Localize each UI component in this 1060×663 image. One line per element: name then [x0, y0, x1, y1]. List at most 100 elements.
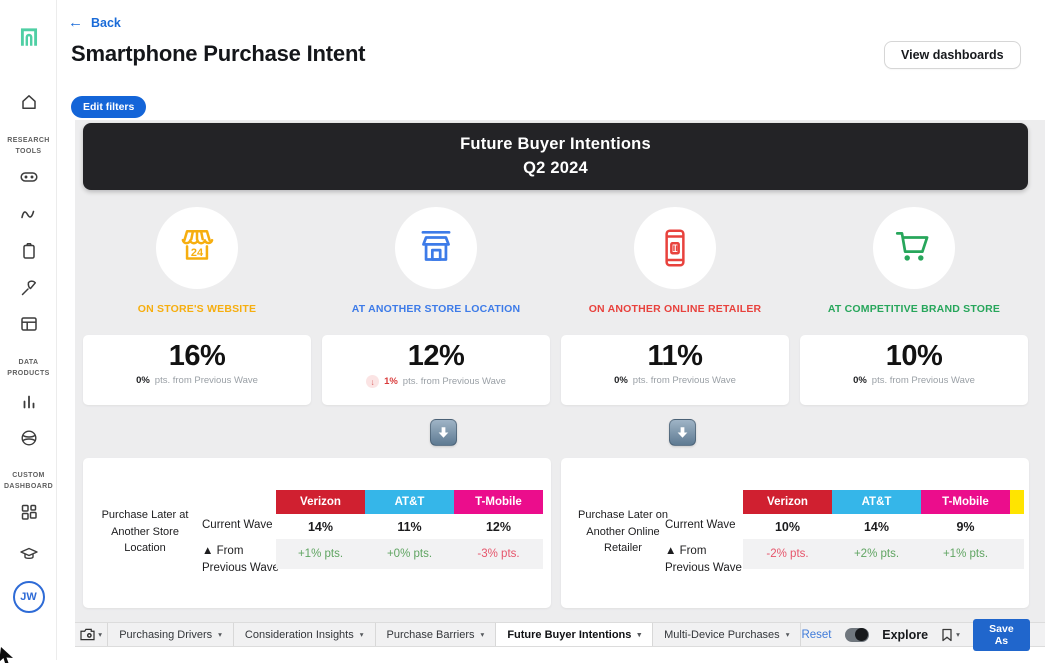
- brand-header: T-Mobile: [454, 490, 543, 514]
- delta-cell: +1% pts.: [921, 539, 1010, 569]
- tab-purchase-barriers[interactable]: Purchase Barriers ▾: [376, 623, 497, 646]
- current-value-cell: 11%: [397, 519, 422, 534]
- apps-grid-icon[interactable]: [19, 502, 39, 522]
- user-avatar[interactable]: JW: [12, 581, 45, 613]
- channel-label: ON STORE'S WEBSITE: [137, 303, 257, 315]
- tab-label: Multi-Device Purchases: [664, 628, 780, 641]
- home-icon[interactable]: [19, 92, 39, 112]
- back-label: Back: [91, 15, 121, 30]
- mouse-cursor-icon: [0, 645, 16, 663]
- tab-label: Future Buyer Intentions: [507, 628, 632, 641]
- metric-card-online-retailer: 11% 0% pts. from Previous Wave: [561, 335, 789, 405]
- banner-subtitle: Q2 2024: [523, 159, 588, 177]
- svg-text:24: 24: [191, 247, 204, 259]
- trend-wave-icon[interactable]: [19, 205, 39, 225]
- banner-title: Future Buyer Intentions: [460, 135, 651, 153]
- previous-wave-label: ▲ From Previous Wave: [665, 545, 742, 575]
- current-wave-label: Current Wave: [665, 519, 736, 531]
- clipboard-icon[interactable]: [19, 241, 39, 261]
- caret-down-icon: ▾: [956, 630, 960, 639]
- current-value-cell: 12%: [485, 519, 512, 534]
- current-value-cell: 14%: [863, 519, 890, 534]
- explore-toggle[interactable]: [844, 627, 870, 642]
- delta-cell: [1010, 539, 1024, 569]
- view-dashboards-button[interactable]: View dashboards: [884, 41, 1021, 69]
- snapshot-button[interactable]: ▾: [75, 623, 109, 646]
- brand-logo-icon[interactable]: [18, 26, 40, 48]
- current-value-cell: 10%: [774, 519, 801, 534]
- brand-header-clipped: [1010, 490, 1024, 514]
- down-delta-icon: ↓: [366, 375, 380, 388]
- audience-mask-icon[interactable]: [19, 167, 39, 187]
- brand-header: AT&T: [365, 490, 454, 514]
- delta-suffix: pts. from Previous Wave: [402, 376, 506, 387]
- edit-filters-button[interactable]: Edit filters: [71, 96, 147, 118]
- delta-value: 0%: [614, 375, 628, 386]
- toggle-knob: [855, 628, 869, 641]
- delta-cell: +2% pts.: [832, 539, 921, 569]
- reset-link[interactable]: Reset: [801, 628, 832, 641]
- dashboard-canvas: Future Buyer Intentions Q2 2024 24 ON ST…: [75, 120, 1045, 622]
- current-value-cell: [1010, 514, 1024, 539]
- current-value-cell: 9%: [956, 519, 975, 534]
- camera-icon: [80, 628, 95, 641]
- tab-future-buyer-intentions[interactable]: Future Buyer Intentions ▾: [496, 623, 654, 646]
- metric-value: 16%: [168, 340, 226, 372]
- channel-competitive-brand: AT COMPETITIVE BRAND STORE 10% 0% pts. f…: [800, 120, 1028, 622]
- brand-table: Verizon AT&T T-Mobile 10% 14% 9% -2% pts…: [743, 490, 1024, 569]
- sheet-tab-bar: ▾ Purchasing Drivers ▾ Consideration Ins…: [75, 618, 1045, 651]
- data-table-icon[interactable]: [19, 314, 39, 334]
- research-tools-label: RESEARCH TOOLS: [7, 137, 50, 155]
- channel-another-store: AT ANOTHER STORE LOCATION 12% ↓ 1% pts. …: [322, 120, 550, 622]
- bar-chart-icon[interactable]: [19, 392, 39, 412]
- data-products-label: DATA PRODUCTS: [7, 359, 50, 377]
- current-wave-label: Current Wave: [202, 519, 273, 531]
- channel-online-retailer: ON ANOTHER ONLINE RETAILER 11% 0% pts. f…: [561, 120, 789, 622]
- competitive-brand-bubble: [873, 207, 955, 289]
- back-link[interactable]: ← Back: [68, 15, 121, 30]
- delta-cell: -2% pts.: [743, 539, 832, 569]
- brand-header: Verizon: [276, 490, 365, 514]
- gavel-tool-icon[interactable]: [19, 278, 39, 298]
- bookmark-button[interactable]: ▾: [941, 628, 960, 642]
- caret-down-icon: ▾: [359, 630, 364, 639]
- metric-delta: 0% pts. from Previous Wave: [136, 375, 258, 386]
- down-arrow-icon: [669, 419, 696, 446]
- sidebar: RESEARCH TOOLS DATA: [0, 0, 57, 660]
- table-card-another-store: Purchase Later at Another Store Location…: [83, 458, 551, 608]
- table-row-label: Purchase Later on Another Online Retaile…: [578, 509, 668, 554]
- channel-store-website: 24 ON STORE'S WEBSITE 16% 0% pts. from P…: [83, 120, 311, 622]
- shopping-cart-icon: [895, 232, 929, 261]
- save-as-button[interactable]: Save As: [972, 618, 1030, 651]
- metric-card-store-website: 16% 0% pts. from Previous Wave: [83, 335, 311, 405]
- current-value-cell: 14%: [307, 519, 334, 534]
- table-row-label: Purchase Later at Another Store Location: [101, 509, 189, 554]
- brand-header: AT&T: [832, 490, 921, 514]
- caret-down-icon: ▾: [637, 630, 642, 639]
- store-website-bubble: 24: [156, 207, 238, 289]
- online-retailer-bubble: [634, 207, 716, 289]
- brand-header: T-Mobile: [921, 490, 1010, 514]
- tab-consideration-insights[interactable]: Consideration Insights ▾: [234, 623, 376, 646]
- tab-label: Purchasing Drivers: [119, 628, 213, 641]
- delta-cell: -3% pts.: [454, 539, 543, 569]
- brand-table: Verizon AT&T T-Mobile 14% 11% 12% +1% pt…: [276, 490, 543, 569]
- caret-down-icon: ▾: [218, 630, 222, 639]
- page-title: Smartphone Purchase Intent: [71, 41, 366, 66]
- explore-label: Explore: [882, 627, 929, 642]
- custom-dashboard-label: CUSTOM DASHBOARD: [3, 472, 54, 490]
- retailer-phone-icon: [665, 229, 685, 267]
- metric-delta: ↓ 1% pts. from Previous Wave: [366, 375, 506, 388]
- globe-icon[interactable]: [19, 428, 39, 448]
- metric-card-competitive-brand: 10% 0% pts. from Previous Wave: [800, 335, 1028, 405]
- tab-purchasing-drivers[interactable]: Purchasing Drivers ▾: [108, 623, 234, 646]
- metric-delta: 0% pts. from Previous Wave: [853, 375, 975, 386]
- storefront-24-icon: 24: [181, 230, 214, 260]
- another-store-bubble: [395, 207, 477, 289]
- metric-value: 12%: [407, 340, 465, 372]
- graduation-cap-icon[interactable]: [19, 544, 39, 564]
- tab-multi-device-purchases[interactable]: Multi-Device Purchases ▾: [653, 623, 802, 646]
- metric-delta: 0% pts. from Previous Wave: [614, 375, 736, 386]
- down-arrow-icon: [430, 419, 457, 446]
- metric-value: 10%: [885, 340, 943, 372]
